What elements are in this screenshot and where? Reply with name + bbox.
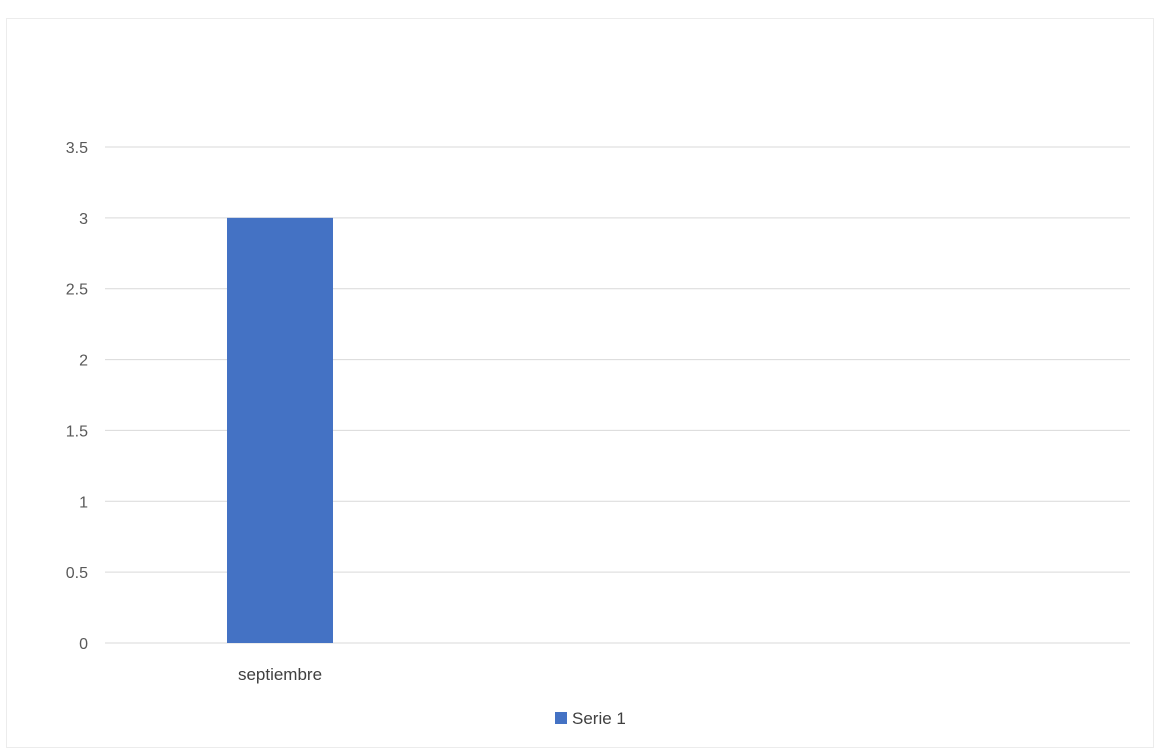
y-tick-label: 0.5 [66, 565, 88, 582]
y-tick-label: 3 [79, 211, 88, 228]
chart-frame [6, 18, 1154, 748]
y-tick-label: 1.5 [66, 423, 88, 440]
y-tick-label: 2.5 [66, 282, 88, 299]
legend-label: Serie 1 [572, 709, 626, 728]
y-tick-label: 0 [79, 636, 88, 653]
y-tick-label: 2 [79, 353, 88, 370]
y-tick-label: 1 [79, 494, 88, 511]
bar-septiembre [227, 217, 333, 643]
x-category-label: septiembre [238, 665, 322, 684]
legend-swatch [555, 712, 567, 724]
y-tick-label: 3.5 [66, 140, 88, 157]
